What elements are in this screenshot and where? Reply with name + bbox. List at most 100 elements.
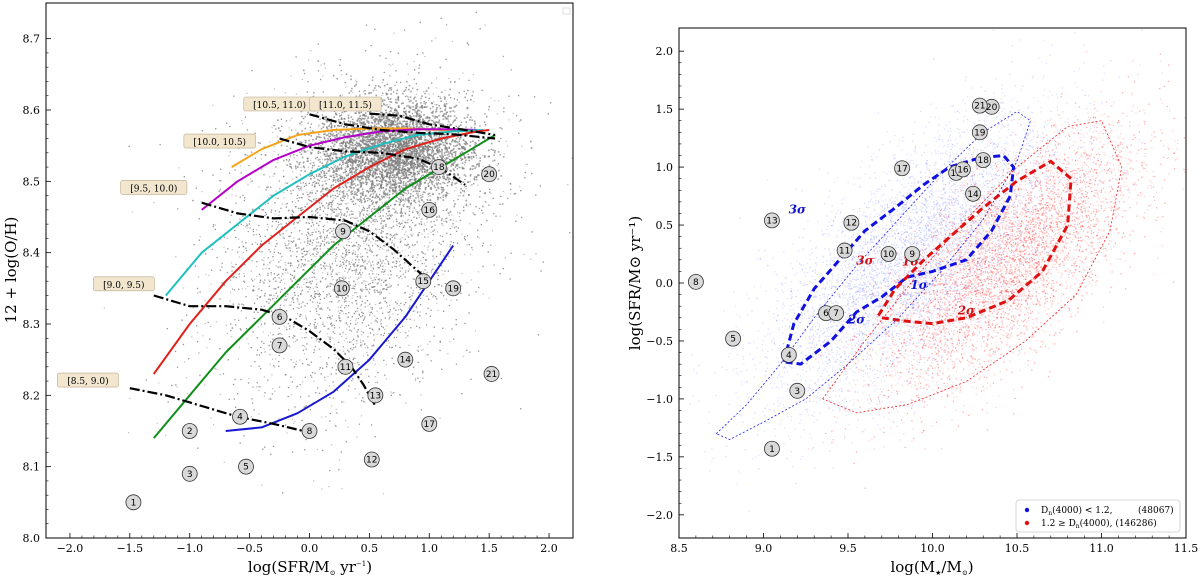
cloud-dot [234,180,236,182]
cloud-dot [204,384,206,386]
cloud-dot [368,213,370,215]
cloud-dot [327,189,329,192]
cloud-dot [408,330,410,332]
cloud-dot [292,171,294,173]
cloud-dot [364,344,366,346]
cloud-dot [447,254,449,256]
cloud-dot [129,397,131,399]
cloud-dot [274,213,276,215]
cloud-dot [336,238,338,240]
cloud-dot [328,229,330,231]
cloud-dot [408,344,410,346]
cloud-dot [311,210,313,212]
cloud-dot [338,164,340,166]
cloud-dot [322,253,324,255]
cloud-dot [473,100,475,103]
cloud-dot [360,309,362,311]
cloud-dot [364,232,367,234]
cloud-dot [308,249,310,252]
cloud-dot [354,251,356,253]
cloud-dot [406,219,409,222]
cloud-dot [296,285,298,287]
cloud-dot [306,336,308,339]
cloud-dot [323,266,326,269]
cloud-dot [277,161,279,164]
cloud-dot [399,394,402,396]
cloud-dot [406,95,408,97]
cloud-dot [452,256,455,258]
cloud-dot [412,278,414,280]
cloud-dot [316,448,319,451]
cloud-dot [295,137,297,139]
cloud-dot [348,301,350,303]
cloud-dot [246,92,248,94]
cloud-dot [327,375,329,378]
cloud-dot [397,222,400,225]
cloud-dot [202,335,204,337]
cloud-dot [376,114,378,116]
cloud-dot [294,202,297,204]
cloud-dot [131,211,133,213]
cloud-dot [430,271,432,274]
cloud-dot [308,286,310,288]
cloud-dot [246,129,249,131]
cloud-dot [384,288,386,290]
cloud-dot [405,336,407,339]
cloud-dot [362,355,365,357]
cloud-dot [277,135,279,137]
cloud-dot [284,182,286,184]
cloud-dot [306,279,308,281]
cloud-dot [317,306,319,308]
cloud-dot [372,186,375,188]
cloud-dot [502,190,505,193]
cloud-dot [349,276,352,278]
cloud-dot [345,337,348,339]
cloud-dot [386,305,389,308]
cloud-dot [246,154,249,156]
cloud-dot [275,197,277,199]
cloud-dot [302,269,304,271]
cloud-dot [352,285,354,287]
cloud-dot [356,255,358,257]
cloud-dot [351,261,353,264]
cloud-dot [449,144,452,146]
cloud-dot [321,309,323,311]
cloud-dot [328,263,331,265]
cloud-dot [284,92,287,94]
cloud-dot [323,261,325,264]
cloud-dot [477,184,479,186]
cloud-dot [321,181,324,183]
cloud-dot [383,220,385,222]
cloud-dot [341,304,343,306]
cloud-dot [410,204,412,206]
cloud-dot [358,261,360,263]
cloud-dot [153,201,155,204]
cloud-dot [451,214,453,216]
cloud-dot [405,154,408,157]
cloud-dot [238,256,240,258]
cloud-dot [335,254,337,257]
cloud-dot [368,239,371,241]
cloud-dot [397,309,400,311]
cloud-dot [316,302,318,304]
cloud-dot [373,277,375,279]
cloud-dot [369,250,371,252]
cloud-dot [305,315,307,317]
cloud-dot [443,96,445,98]
cloud-dot [371,207,373,210]
cloud-dot [327,265,329,267]
cloud-dot [326,221,329,223]
cloud-dot [354,273,357,275]
cloud-dot [362,205,364,207]
cloud-dot [287,272,289,274]
cloud-dot [334,164,336,167]
cloud-dot [335,273,337,275]
cloud-dot [407,218,409,221]
cloud-dot [182,287,184,289]
cloud-dot [404,211,406,213]
cloud-dot [238,238,240,240]
cloud-dot [223,246,225,249]
cloud-dot [293,422,295,424]
cloud-dot [356,222,358,224]
